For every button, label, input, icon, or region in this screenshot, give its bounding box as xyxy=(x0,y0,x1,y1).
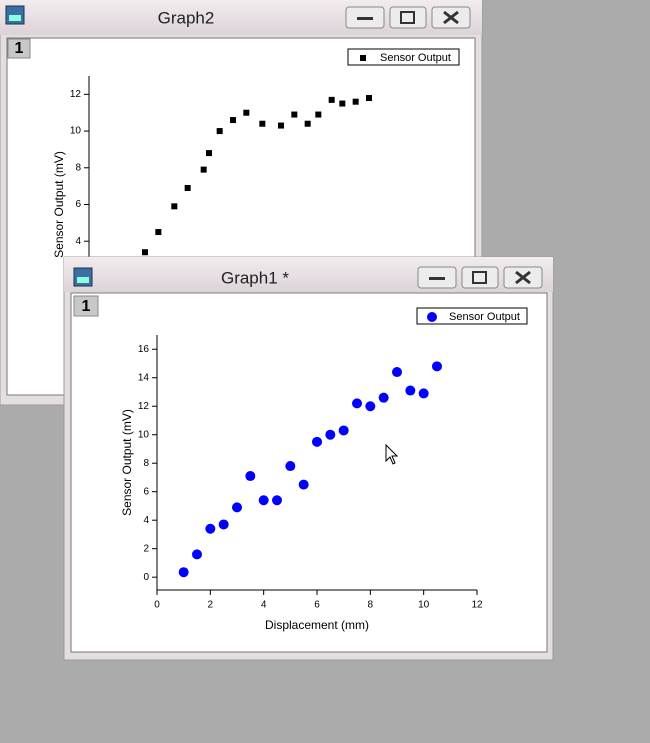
legend-box xyxy=(347,48,460,66)
data-point xyxy=(259,120,266,127)
legend-marker xyxy=(360,55,366,61)
mouse-cursor xyxy=(385,443,399,465)
window-buttons xyxy=(345,6,471,29)
data-point xyxy=(230,117,236,124)
legend-label: Sensor Output xyxy=(449,311,520,323)
data-point xyxy=(272,495,282,506)
data-point xyxy=(258,495,269,506)
data-point xyxy=(155,229,162,236)
y-tick-label: 12 xyxy=(138,401,150,412)
data-point xyxy=(338,425,349,436)
window-buttons xyxy=(417,266,543,289)
layer-icon[interactable] xyxy=(7,38,31,59)
data-point xyxy=(352,98,359,105)
window-icon-detail xyxy=(9,15,21,21)
minimize-icon xyxy=(429,277,445,280)
data-point xyxy=(245,471,256,482)
data-point xyxy=(285,461,296,472)
x-tick-label: 6 xyxy=(314,600,320,611)
data-point xyxy=(365,401,376,412)
close-icon xyxy=(443,10,459,25)
layer-icon[interactable] xyxy=(73,295,99,317)
minimize-icon xyxy=(357,17,373,20)
data-point xyxy=(291,111,298,118)
y-tick-label: 16 xyxy=(138,344,150,355)
y-tick-label: 6 xyxy=(75,199,81,210)
x-axis-label: Displacement (mm) xyxy=(265,618,369,632)
data-point xyxy=(392,367,402,378)
data-point xyxy=(315,111,322,118)
window-icon-detail xyxy=(77,277,89,283)
data-point xyxy=(184,184,191,191)
data-point xyxy=(200,166,207,173)
data-point xyxy=(218,519,229,530)
y-tick-label: 0 xyxy=(143,572,149,583)
y-tick-label: 4 xyxy=(143,515,149,526)
y-axis-label: Sensor Output (mV) xyxy=(52,151,66,258)
data-point xyxy=(243,109,250,116)
data-point xyxy=(339,100,346,107)
layer-number: 1 xyxy=(82,298,91,315)
y-tick-label: 10 xyxy=(70,126,82,137)
x-tick-label: 8 xyxy=(368,600,374,611)
y-tick-label: 2 xyxy=(143,543,149,554)
y-tick-label: 14 xyxy=(138,372,150,383)
chart: 4 6 8 10 12 Sensor Output (mV) Sensor Output xyxy=(52,48,460,333)
y-tick-label: 8 xyxy=(75,162,81,173)
data-point xyxy=(206,150,212,157)
legend-marker xyxy=(427,312,437,322)
data-point xyxy=(192,549,202,560)
data-point xyxy=(298,479,309,490)
y-tick-label: 12 xyxy=(70,89,82,100)
data-point xyxy=(366,95,372,102)
layer-number: 1 xyxy=(15,40,24,57)
y-tick-label: 4 xyxy=(75,236,81,247)
data-point xyxy=(418,388,429,399)
data-point xyxy=(325,429,336,440)
data-point xyxy=(432,361,442,372)
x-tick-label: 4 xyxy=(261,600,267,611)
maximize-button[interactable] xyxy=(389,6,427,29)
data-point xyxy=(232,502,242,513)
close-icon xyxy=(515,270,531,285)
y-tick-label: 6 xyxy=(143,486,149,497)
x-tick-label: 2 xyxy=(208,600,214,611)
data-point xyxy=(216,128,223,135)
graph-page xyxy=(70,292,548,653)
chart: 0 2 4 6 8 10 12 14 16 0 2 4 6 8 10 12 Displacement (mm) S… xyxy=(120,307,528,632)
data-point xyxy=(205,523,216,534)
data-point xyxy=(278,122,284,129)
maximize-icon xyxy=(400,11,415,24)
y-tick-label: 10 xyxy=(138,429,150,440)
legend-label: Sensor Output xyxy=(380,52,451,64)
data-point xyxy=(171,203,178,210)
y-axis-label: Sensor Output (mV) xyxy=(120,409,134,516)
data-point xyxy=(405,385,416,396)
window-title: Graph2 xyxy=(158,8,215,27)
x-tick-label: 10 xyxy=(418,600,430,611)
data-point xyxy=(304,120,311,127)
data-point xyxy=(378,392,389,403)
data-point xyxy=(142,249,148,256)
maximize-icon xyxy=(472,271,487,284)
x-tick-label: 12 xyxy=(471,600,483,611)
window-title: Graph1 * xyxy=(221,268,289,287)
data-point xyxy=(352,398,362,409)
x-tick-label: 0 xyxy=(154,600,160,611)
legend-box xyxy=(416,307,528,325)
data-point xyxy=(178,567,189,578)
maximize-button[interactable] xyxy=(461,266,499,289)
graph-window[interactable]: Graph1 * 1 0 2 4 6 8 10 12 14 16 0 2 4 6 8 10 12 Displac… xyxy=(63,256,554,661)
y-tick-label: 8 xyxy=(143,458,149,469)
data-point xyxy=(312,436,322,447)
data-point xyxy=(328,96,335,103)
